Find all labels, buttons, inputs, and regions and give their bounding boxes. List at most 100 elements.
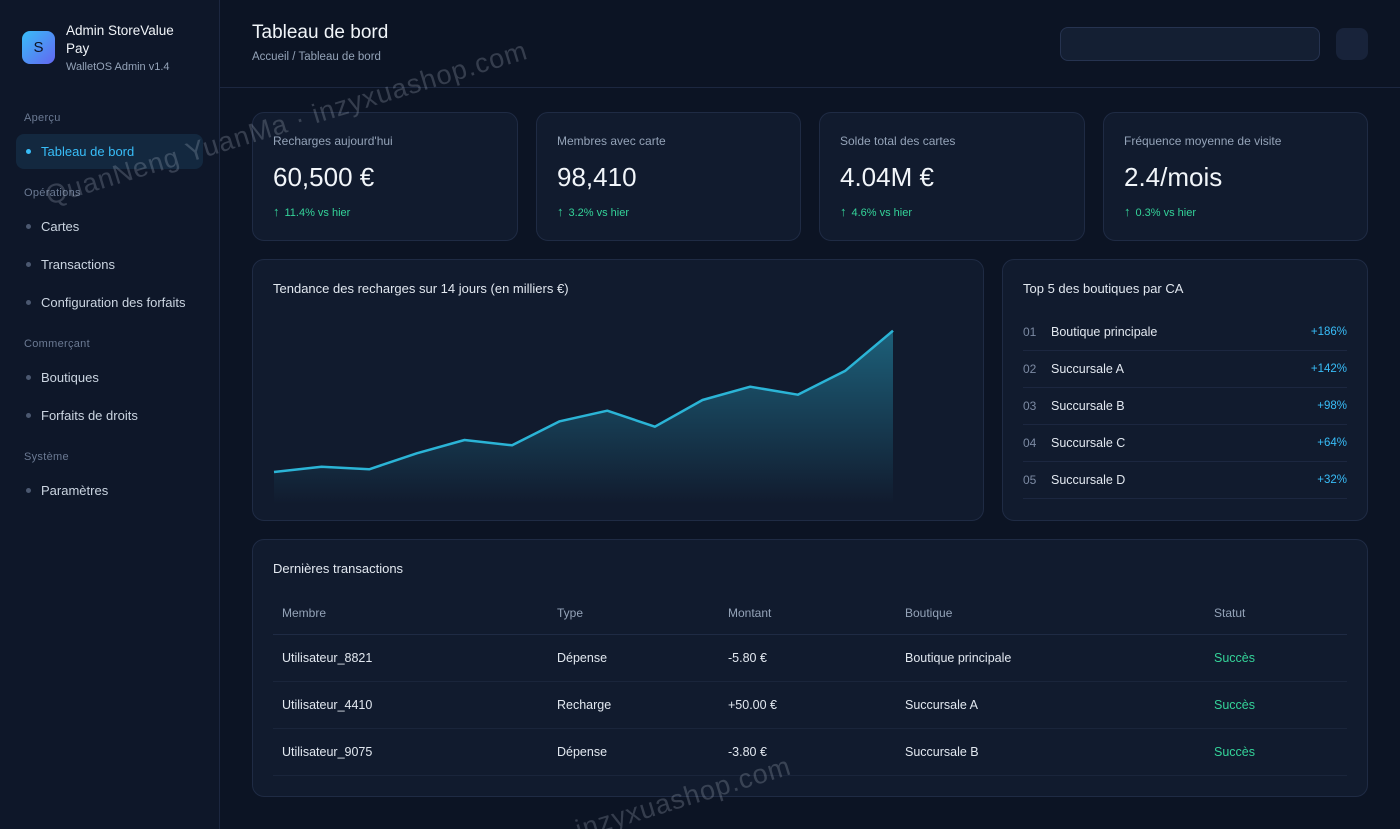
active-dot-icon — [26, 149, 31, 154]
trend-point[interactable] — [415, 451, 419, 455]
stat-card-recharges: Recharges aujourd'hui 60,500 € ↑ 11.4% vs… — [252, 112, 518, 241]
nav-section-system: Système — [24, 451, 69, 463]
cell-shop: Succursale A — [905, 698, 978, 712]
sidebar-item-label: Forfaits de droits — [41, 408, 138, 423]
sidebar-item-dashboard[interactable]: Tableau de bord — [16, 134, 203, 169]
trend-point[interactable] — [891, 329, 895, 333]
shop-rank: 04 — [1023, 436, 1037, 450]
sidebar-item-transactions[interactable]: Transactions — [16, 247, 203, 282]
shop-rank: 01 — [1023, 325, 1037, 339]
trend-point[interactable] — [320, 465, 324, 469]
trend-point[interactable] — [558, 419, 562, 423]
top-shops-card: Top 5 des boutiques par CA 01 Boutique p… — [1002, 259, 1368, 521]
nav-section-operations: Opérations — [24, 187, 81, 199]
trend-point[interactable] — [272, 470, 276, 474]
dot-icon — [26, 488, 31, 493]
column-header-member[interactable]: Membre — [282, 606, 327, 620]
dot-icon — [26, 300, 31, 305]
nav-section-merchant: Commerçant — [24, 338, 90, 350]
table-row[interactable]: Utilisateur_4410 Recharge +50.00 € Succu… — [273, 682, 1347, 729]
list-item[interactable]: 02 Succursale A +142% — [1023, 351, 1347, 388]
list-item[interactable]: 04 Succursale C +64% — [1023, 425, 1347, 462]
stat-delta: ↑ 3.2% vs hier — [557, 204, 629, 219]
table-row[interactable]: Utilisateur_9075 Dépense -3.80 € Succurs… — [273, 729, 1347, 776]
column-header-type[interactable]: Type — [557, 606, 584, 620]
cell-amount: +50.00 € — [728, 698, 778, 712]
cell-type: Recharge — [557, 698, 612, 712]
brand: S Admin StoreValue Pay WalletOS Admin v1… — [22, 22, 196, 73]
sidebar-item-label: Paramètres — [41, 483, 109, 498]
trend-point[interactable] — [701, 398, 705, 402]
stat-value: 4.04M € — [840, 162, 934, 192]
sidebar-item-settings[interactable]: Paramètres — [16, 473, 203, 508]
cell-amount: -5.80 € — [728, 651, 767, 665]
page-title: Tableau de bord — [252, 22, 389, 43]
sidebar-item-label: Transactions — [41, 257, 115, 272]
search-input[interactable] — [1060, 27, 1320, 61]
stat-value: 98,410 — [557, 162, 637, 192]
dot-icon — [26, 413, 31, 418]
cell-member: Utilisateur_4410 — [282, 698, 373, 712]
stat-delta: ↑ 0.3% vs hier — [1124, 204, 1196, 219]
cell-shop: Succursale B — [905, 745, 979, 759]
arrow-up-icon: ↑ — [557, 204, 564, 219]
trend-point[interactable] — [653, 425, 657, 429]
shop-name: Succursale C — [1051, 436, 1126, 450]
stat-delta-text: 3.2% vs hier — [568, 207, 630, 219]
brand-name: Admin StoreValue Pay — [66, 23, 174, 56]
column-header-status[interactable]: Statut — [1214, 606, 1246, 620]
transactions-title: Dernières transactions — [273, 561, 404, 576]
trend-point[interactable] — [748, 385, 752, 389]
stat-value: 2.4/mois — [1124, 162, 1223, 192]
nav-section-apercu: Aperçu — [24, 112, 61, 124]
shop-growth: +186% — [1310, 326, 1347, 338]
shop-rank: 02 — [1023, 362, 1037, 376]
trend-line — [273, 329, 894, 474]
trend-point[interactable] — [843, 369, 847, 373]
stat-delta: ↑ 11.4% vs hier — [273, 204, 350, 219]
chart-title: Tendance des recharges sur 14 jours (en … — [273, 281, 569, 296]
table-row[interactable]: Utilisateur_8821 Dépense -5.80 € Boutiqu… — [273, 635, 1347, 682]
sidebar-item-shops[interactable]: Boutiques — [16, 360, 203, 395]
cell-type: Dépense — [557, 651, 608, 665]
shop-name: Succursale D — [1051, 473, 1126, 487]
trend-point[interactable] — [605, 409, 609, 413]
column-header-amount[interactable]: Montant — [728, 606, 772, 620]
sidebar-item-cards[interactable]: Cartes — [16, 209, 203, 244]
trend-point[interactable] — [462, 438, 466, 442]
trend-point[interactable] — [510, 443, 514, 447]
trend-point[interactable] — [796, 393, 800, 397]
arrow-up-icon: ↑ — [1124, 204, 1131, 219]
stat-card-balance: Solde total des cartes 4.04M € ↑ 4.6% vs … — [819, 112, 1085, 241]
shop-growth: +98% — [1317, 400, 1347, 412]
header-action-button[interactable] — [1336, 28, 1368, 60]
shop-growth: +64% — [1317, 437, 1347, 449]
cell-member: Utilisateur_9075 — [282, 745, 373, 759]
sidebar-item-plan-config[interactable]: Configuration des forfaits — [16, 285, 203, 320]
list-item[interactable]: 05 Succursale D +32% — [1023, 462, 1347, 499]
shop-growth: +32% — [1317, 474, 1347, 486]
sidebar-item-label: Tableau de bord — [41, 144, 135, 159]
cell-member: Utilisateur_8821 — [282, 651, 373, 665]
dot-icon — [26, 262, 31, 267]
stat-delta-text: 11.4% vs hier — [284, 207, 351, 219]
list-item[interactable]: 01 Boutique principale +186% — [1023, 314, 1347, 351]
dot-icon — [26, 375, 31, 380]
column-header-shop[interactable]: Boutique — [905, 606, 953, 620]
cell-amount: -3.80 € — [728, 745, 767, 759]
shop-rank: 05 — [1023, 473, 1037, 487]
sidebar-item-label: Cartes — [41, 219, 80, 234]
stat-card-frequency: Fréquence moyenne de visite 2.4/mois ↑ 0.… — [1103, 112, 1368, 241]
stat-delta: ↑ 4.6% vs hier — [840, 204, 912, 219]
trend-point[interactable] — [367, 467, 371, 471]
breadcrumb: Accueil / Tableau de bord — [252, 51, 381, 63]
table-divider — [273, 634, 1347, 635]
top-shops-title: Top 5 des boutiques par CA — [1023, 281, 1184, 296]
stat-label: Solde total des cartes — [840, 134, 956, 148]
list-item[interactable]: 03 Succursale B +98% — [1023, 388, 1347, 425]
brand-subtitle: WalletOS Admin v1.4 — [66, 61, 170, 73]
stat-label: Membres avec carte — [557, 134, 666, 148]
trend-area — [274, 330, 893, 504]
stat-delta-text: 4.6% vs hier — [851, 207, 913, 219]
sidebar-item-rights-plans[interactable]: Forfaits de droits — [16, 398, 203, 433]
